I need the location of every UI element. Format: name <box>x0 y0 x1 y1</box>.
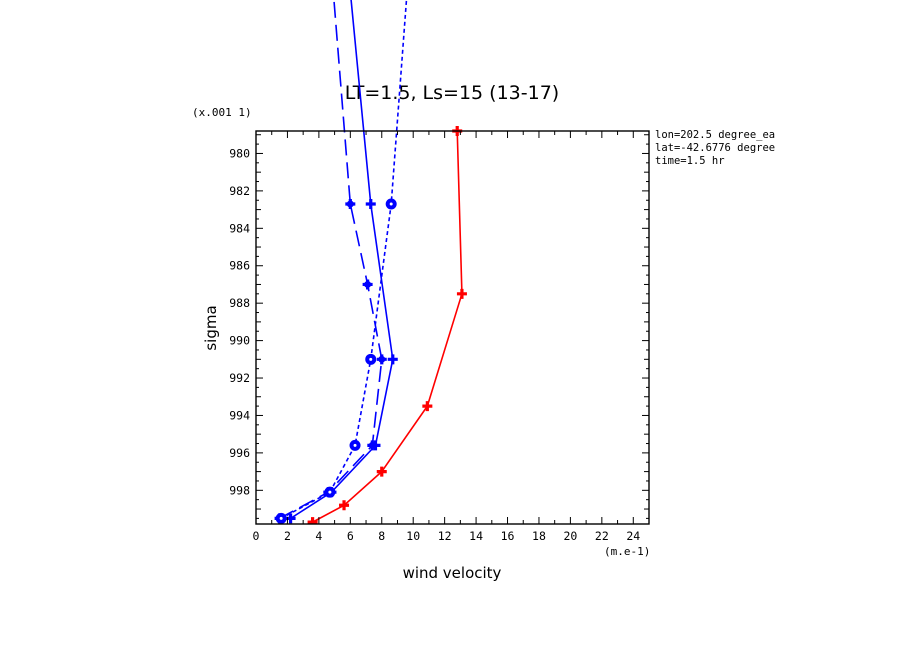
x-tick-label: 12 <box>438 529 452 543</box>
y-tick-label: 986 <box>229 259 250 273</box>
data-point-center-4 <box>353 443 357 447</box>
y-tick-label: 988 <box>229 296 250 310</box>
data-point-1 <box>339 500 350 511</box>
y-axis-label: sigma <box>202 305 220 350</box>
data-point-1 <box>376 466 387 477</box>
x-axis-label: wind velocity <box>403 564 502 582</box>
annotation-lat: lat=-42.6776 degree <box>655 142 775 154</box>
x-tick-label: 24 <box>626 529 640 543</box>
x-tick-label: 8 <box>378 529 385 543</box>
x-tick-label: 16 <box>501 529 515 543</box>
data-point-center-4 <box>279 516 283 520</box>
y-units-label: (x.001 1) <box>192 106 252 119</box>
data-point-center-4 <box>369 357 373 361</box>
y-tick-label: 984 <box>229 221 250 235</box>
plot-frame <box>255 130 650 525</box>
data-point-2 <box>387 354 398 365</box>
x-tick-label: 14 <box>469 529 483 543</box>
data-point-1 <box>422 401 433 412</box>
y-tick-label: 982 <box>229 184 250 198</box>
series-line-1 <box>312 130 463 523</box>
y-tick-label: 994 <box>229 408 250 422</box>
x-tick-label: 22 <box>595 529 609 543</box>
y-tick-label: 992 <box>229 371 250 385</box>
x-tick-label: 18 <box>532 529 546 543</box>
x-tick-label: 10 <box>406 529 420 543</box>
data-point-2 <box>365 198 376 209</box>
data-point-center-4 <box>389 202 393 206</box>
data-point-3 <box>345 198 356 209</box>
y-tick-label: 996 <box>229 446 250 460</box>
x-tick-label: 2 <box>284 529 291 543</box>
data-point-center-4 <box>328 490 332 494</box>
chart-title: LT=1.5, Ls=15 (13-17) <box>345 82 559 104</box>
x-units-label: (m.e-1) <box>604 545 650 558</box>
series-line-4 <box>280 0 408 520</box>
y-tick-label: 990 <box>229 334 250 348</box>
annotation-lon: lon=202.5 degree_ea <box>655 129 775 141</box>
x-tick-label: 0 <box>253 529 260 543</box>
x-tick-label: 4 <box>315 529 322 543</box>
series-layer <box>274 0 467 524</box>
x-tick-label: 6 <box>347 529 354 543</box>
x-tick-label: 20 <box>563 529 577 543</box>
data-point-1 <box>456 288 467 299</box>
data-point-3 <box>362 279 373 290</box>
series-line-3 <box>279 0 383 520</box>
y-tick-label: 980 <box>229 146 250 160</box>
y-tick-label: 998 <box>229 483 250 497</box>
data-point-3 <box>376 354 387 365</box>
data-point-1 <box>307 517 318 524</box>
series-line-2 <box>290 0 394 520</box>
data-point-3 <box>367 440 378 451</box>
axes-layer: 0 2 4 6 8 10 12 14 16 18 20 22 249809829849869889909… <box>229 130 650 543</box>
annotation-time: time=1.5 hr <box>655 155 725 167</box>
